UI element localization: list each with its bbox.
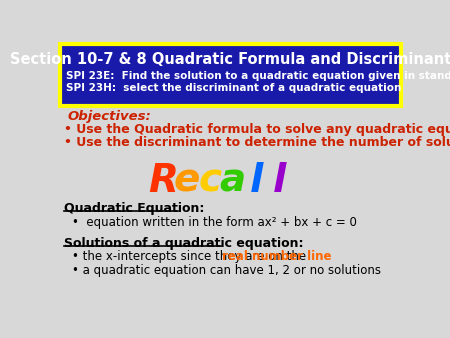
Text: Quadratic Equation:: Quadratic Equation: [64, 202, 204, 215]
FancyBboxPatch shape [60, 44, 401, 106]
Text: SPI 23H:  select the discriminant of a quadratic equation: SPI 23H: select the discriminant of a qu… [66, 83, 401, 93]
Text: Solutions of a quadratic equation:: Solutions of a quadratic equation: [64, 237, 303, 249]
Text: SPI 23E:  Find the solution to a quadratic equation given in standard form: SPI 23E: Find the solution to a quadrati… [66, 71, 450, 81]
Text: a: a [220, 162, 246, 200]
Text: real number line: real number line [222, 250, 331, 263]
Text: Section 10-7 & 8 Quadratic Formula and Discriminant: Section 10-7 & 8 Quadratic Formula and D… [10, 51, 450, 67]
Text: • Use the Quadratic formula to solve any quadratic equation: • Use the Quadratic formula to solve any… [64, 123, 450, 136]
Text: • Use the discriminant to determine the number of solutions: • Use the discriminant to determine the … [64, 136, 450, 149]
Text: Objectives:: Objectives: [67, 110, 151, 122]
Text: • the x-intercepts since they are on the: • the x-intercepts since they are on the [72, 250, 310, 263]
Text: c: c [198, 162, 221, 200]
Text: R: R [148, 162, 178, 200]
Text: •  equation written in the form ax² + bx + c = 0: • equation written in the form ax² + bx … [72, 216, 356, 229]
Text: e: e [173, 162, 200, 200]
Text: l: l [273, 162, 286, 200]
Text: • a quadratic equation can have 1, 2 or no solutions: • a quadratic equation can have 1, 2 or … [72, 264, 381, 276]
Text: l: l [249, 162, 263, 200]
